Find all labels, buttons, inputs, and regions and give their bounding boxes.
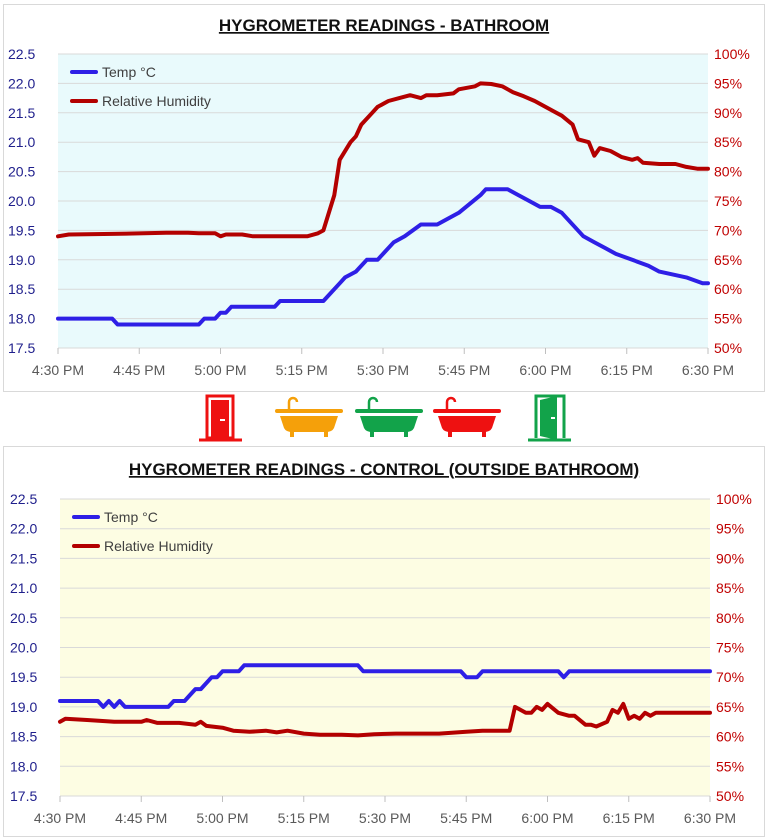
door-open-icon (528, 394, 571, 442)
right-axis-tick-label: 75% (716, 640, 744, 656)
x-axis-tick-label: 4:30 PM (34, 810, 86, 826)
bathroom-chart-svg: HYGROMETER READINGS - BATHROOM 17.5 50% 18.… (8, 16, 750, 378)
x-axis-tick-label: 6:00 PM (521, 810, 573, 826)
x-axis-tick-label: 5:30 PM (357, 362, 409, 378)
left-axis-tick-label: 20.0 (8, 193, 35, 209)
left-axis-tick-label: 19.0 (8, 252, 35, 268)
humidity-series-line (58, 701, 712, 738)
event-icons-row (0, 390, 768, 446)
right-axis-tick-label: 55% (714, 311, 742, 327)
bathtub-icon (355, 396, 423, 437)
legend-label: Temp °C (104, 509, 158, 525)
right-axis-tick-label: 90% (716, 550, 744, 566)
left-axis-tick-label: 19.5 (10, 669, 37, 685)
right-axis-tick-label: 50% (714, 340, 742, 356)
left-axis-tick-label: 18.5 (8, 281, 35, 297)
bathtub-icon (275, 396, 343, 437)
right-axis-tick-label: 90% (714, 105, 742, 121)
left-axis-tick-label: 22.0 (8, 75, 35, 91)
left-axis-tick-label: 19.0 (10, 699, 37, 715)
right-axis-tick-label: 95% (714, 75, 742, 91)
left-axis-tick-label: 17.5 (8, 340, 35, 356)
left-axis-tick-label: 20.5 (8, 164, 35, 180)
left-axis-tick-label: 22.5 (8, 46, 35, 62)
x-axis-tick-label: 6:00 PM (519, 362, 571, 378)
x-axis-tick-label: 4:45 PM (113, 362, 165, 378)
legend-label: Temp °C (102, 64, 156, 80)
legend-label: Relative Humidity (104, 538, 213, 554)
temp-series-line (56, 187, 710, 327)
control-chart: HYGROMETER READINGS - CONTROL (OUTSIDE B… (3, 446, 765, 837)
legend-label: Relative Humidity (102, 93, 211, 109)
right-axis-tick-label: 60% (716, 729, 744, 745)
x-axis-tick-label: 4:45 PM (115, 810, 167, 826)
left-axis-tick-label: 19.5 (8, 222, 35, 238)
x-axis-tick-label: 5:45 PM (438, 362, 490, 378)
x-axis-tick-label: 5:15 PM (276, 362, 328, 378)
left-axis-tick-label: 21.5 (10, 550, 37, 566)
left-axis-tick-label: 18.0 (10, 758, 37, 774)
x-axis-tick-label: 5:00 PM (196, 810, 248, 826)
control-chart-svg: HYGROMETER READINGS - CONTROL (OUTSIDE B… (10, 460, 752, 826)
right-axis-tick-label: 70% (714, 222, 742, 238)
left-axis-tick-label: 21.5 (8, 105, 35, 121)
chart-title: HYGROMETER READINGS - CONTROL (OUTSIDE B… (129, 460, 639, 479)
right-axis-tick-label: 80% (716, 610, 744, 626)
left-axis-tick-label: 20.5 (10, 610, 37, 626)
right-axis-tick-label: 100% (714, 46, 750, 62)
left-axis-tick-label: 20.0 (10, 640, 37, 656)
temp-series-line (58, 663, 712, 709)
x-axis-tick-label: 5:00 PM (194, 362, 246, 378)
left-axis-tick-label: 18.0 (8, 311, 35, 327)
door-closed-icon (199, 394, 242, 442)
x-axis-tick-label: 5:45 PM (440, 810, 492, 826)
right-axis-tick-label: 65% (716, 699, 744, 715)
x-axis-tick-label: 6:30 PM (682, 362, 734, 378)
right-axis-tick-label: 55% (716, 758, 744, 774)
right-axis-tick-label: 70% (716, 669, 744, 685)
right-axis-tick-label: 100% (716, 491, 752, 507)
right-axis-tick-label: 60% (714, 281, 742, 297)
x-axis-tick-label: 5:30 PM (359, 810, 411, 826)
bathroom-chart: HYGROMETER READINGS - BATHROOM 17.5 50% 18.… (3, 4, 765, 392)
right-axis-tick-label: 80% (714, 164, 742, 180)
x-axis-tick-label: 6:30 PM (684, 810, 736, 826)
left-axis-tick-label: 21.0 (10, 580, 37, 596)
right-axis-tick-label: 65% (714, 252, 742, 268)
left-axis-tick-label: 22.0 (10, 521, 37, 537)
x-axis-tick-label: 5:15 PM (278, 810, 330, 826)
x-axis-tick-label: 6:15 PM (603, 810, 655, 826)
x-axis-tick-label: 6:15 PM (601, 362, 653, 378)
right-axis-tick-label: 85% (716, 580, 744, 596)
humidity-series-line (56, 81, 710, 239)
chart-title: HYGROMETER READINGS - BATHROOM (219, 16, 549, 35)
left-axis-tick-label: 21.0 (8, 134, 35, 150)
right-axis-tick-label: 75% (714, 193, 742, 209)
left-axis-tick-label: 17.5 (10, 788, 37, 804)
left-axis-tick-label: 18.5 (10, 729, 37, 745)
x-axis-tick-label: 4:30 PM (32, 362, 84, 378)
bathtub-icon (433, 396, 501, 437)
right-axis-tick-label: 95% (716, 521, 744, 537)
left-axis-tick-label: 22.5 (10, 491, 37, 507)
right-axis-tick-label: 85% (714, 134, 742, 150)
right-axis-tick-label: 50% (716, 788, 744, 804)
